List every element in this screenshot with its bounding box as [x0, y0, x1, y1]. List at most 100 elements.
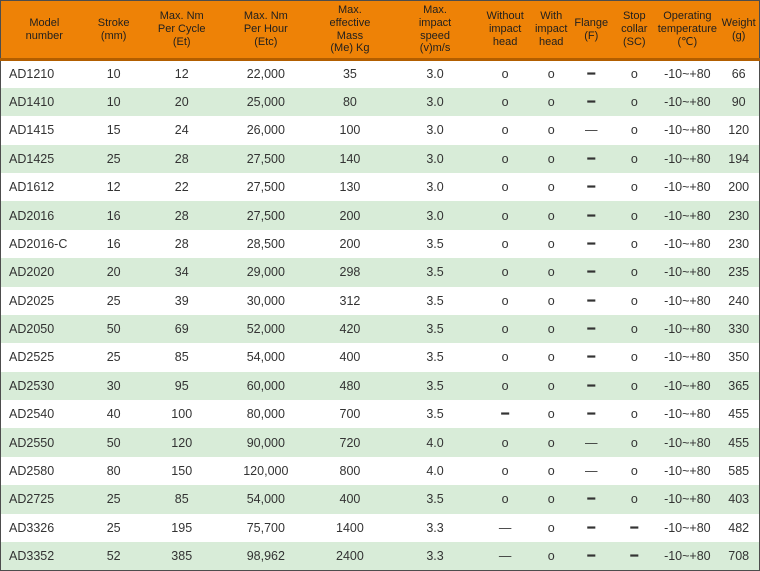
- cell-without_impact_head: o: [501, 293, 509, 308]
- cell-model: AD1415: [9, 123, 55, 138]
- cell-max_nm_per_hour: 26,000: [246, 123, 285, 138]
- cell-operating_temperature: -10~+80: [664, 350, 711, 365]
- cell-without_impact_head: —: [498, 548, 512, 563]
- cell-stroke: 25: [106, 151, 121, 166]
- cell-weight: 66: [731, 67, 746, 82]
- cell-operating_temperature: -10~+80: [664, 435, 711, 450]
- cell-operating_temperature: -10~+80: [664, 463, 711, 478]
- cell-max_nm_per_cycle: 120: [171, 435, 193, 450]
- table-row: AD1612 12 22 27,500 130 3.0 o o ━ o -10~+80 200: [0, 173, 760, 202]
- table-header: Model number Stroke (mm) Max. Nm Per Cycle…: [0, 0, 760, 61]
- cell-stop_collar: o: [630, 492, 638, 507]
- cell-stroke: 16: [106, 208, 121, 223]
- table-row: AD2530 30 95 60,000 480 3.5 o o ━ o -10~+80 365: [0, 371, 760, 400]
- cell-flange: ━: [587, 66, 596, 82]
- cell-max_nm_per_hour: 75,700: [246, 520, 285, 535]
- cell-max_nm_per_cycle: 22: [174, 180, 189, 195]
- cell-operating_temperature: -10~+80: [664, 378, 711, 393]
- cell-stop_collar: o: [630, 435, 638, 450]
- cell-max_nm_per_cycle: 39: [174, 293, 189, 308]
- table-row: AD2020 20 34 29,000 298 3.5 o o ━ o -10~+80 235: [0, 258, 760, 287]
- cell-without_impact_head: o: [501, 435, 509, 450]
- cell-stop_collar: o: [630, 67, 638, 82]
- cell-max_nm_per_cycle: 20: [174, 95, 189, 110]
- cell-max_nm_per_cycle: 28: [174, 208, 189, 223]
- column-header-model: Model number: [0, 0, 88, 61]
- cell-max_nm_per_cycle: 150: [171, 463, 193, 478]
- cell-stroke: 16: [106, 236, 121, 251]
- cell-max_impact_speed: 3.3: [426, 520, 444, 535]
- cell-without_impact_head: o: [501, 151, 509, 166]
- cell-max_impact_speed: 4.0: [426, 463, 444, 478]
- cell-stop_collar: o: [630, 208, 638, 223]
- cell-max_nm_per_cycle: 85: [174, 350, 189, 365]
- cell-operating_temperature: -10~+80: [664, 123, 711, 138]
- cell-max_effective_mass: 400: [339, 350, 361, 365]
- cell-flange: —: [584, 463, 598, 478]
- cell-model: AD1210: [9, 67, 55, 82]
- cell-without_impact_head: o: [501, 350, 509, 365]
- cell-max_nm_per_hour: 27,500: [246, 180, 285, 195]
- cell-weight: 230: [728, 208, 750, 223]
- cell-flange: ━: [587, 264, 596, 280]
- cell-operating_temperature: -10~+80: [664, 236, 711, 251]
- cell-stop_collar: o: [630, 407, 638, 422]
- cell-stroke: 15: [106, 123, 121, 138]
- cell-flange: ━: [587, 207, 596, 223]
- cell-max_impact_speed: 3.0: [426, 123, 444, 138]
- column-header-weight: Weight (g): [718, 0, 760, 61]
- cell-with_impact_head: o: [547, 322, 555, 337]
- cell-max_effective_mass: 1400: [336, 520, 364, 535]
- cell-with_impact_head: o: [547, 95, 555, 110]
- cell-max_nm_per_hour: 29,000: [246, 265, 285, 280]
- cell-max_nm_per_hour: 60,000: [246, 378, 285, 393]
- cell-max_effective_mass: 480: [339, 378, 361, 393]
- cell-without_impact_head: o: [501, 95, 509, 110]
- cell-flange: ━: [587, 406, 596, 422]
- cell-model: AD2016: [9, 208, 55, 223]
- cell-max_nm_per_hour: 22,000: [246, 67, 285, 82]
- cell-with_impact_head: o: [547, 208, 555, 223]
- cell-flange: ━: [587, 292, 596, 308]
- cell-max_effective_mass: 80: [342, 95, 357, 110]
- cell-weight: 194: [728, 151, 750, 166]
- cell-with_impact_head: o: [547, 67, 555, 82]
- cell-max_nm_per_hour: 52,000: [246, 322, 285, 337]
- cell-max_impact_speed: 3.5: [426, 492, 444, 507]
- table-row: AD1210 10 12 22,000 35 3.0 o o ━ o -10~+80 66: [0, 59, 760, 88]
- cell-stop_collar: o: [630, 95, 638, 110]
- cell-with_impact_head: o: [547, 236, 555, 251]
- column-header-stop_collar: Stop collar (SC): [612, 0, 657, 61]
- cell-without_impact_head: —: [498, 520, 512, 535]
- cell-max_effective_mass: 720: [339, 435, 361, 450]
- cell-stroke: 52: [106, 548, 121, 563]
- table-row: AD2525 25 85 54,000 400 3.5 o o ━ o -10~+80 350: [0, 343, 760, 372]
- cell-without_impact_head: o: [501, 322, 509, 337]
- table-row: AD1410 10 20 25,000 80 3.0 o o ━ o -10~+80 90: [0, 87, 760, 117]
- cell-operating_temperature: -10~+80: [664, 293, 711, 308]
- cell-max_impact_speed: 3.5: [426, 350, 444, 365]
- cell-stop_collar: ━: [630, 519, 639, 535]
- cell-without_impact_head: o: [501, 208, 509, 223]
- cell-stroke: 50: [106, 435, 121, 450]
- cell-weight: 350: [728, 350, 750, 365]
- cell-model: AD2025: [9, 293, 55, 308]
- cell-model: AD2530: [9, 378, 55, 393]
- cell-with_impact_head: o: [547, 407, 555, 422]
- cell-max_impact_speed: 3.5: [426, 265, 444, 280]
- cell-stop_collar: o: [630, 378, 638, 393]
- cell-max_effective_mass: 700: [339, 407, 361, 422]
- table-row: AD2016-C 16 28 28,500 200 3.5 o o ━ o -10~+80 230: [0, 229, 760, 259]
- cell-flange: ━: [587, 349, 596, 365]
- header-row: Model number Stroke (mm) Max. Nm Per Cycle…: [0, 0, 760, 61]
- cell-model: AD2016-C: [9, 236, 68, 251]
- table-row: AD2016 16 28 27,500 200 3.0 o o ━ o -10~+80 230: [0, 201, 760, 230]
- cell-without_impact_head: o: [501, 265, 509, 280]
- cell-weight: 708: [728, 548, 750, 563]
- cell-with_impact_head: o: [547, 435, 555, 450]
- cell-max_effective_mass: 200: [339, 208, 361, 223]
- cell-max_nm_per_cycle: 34: [174, 265, 189, 280]
- cell-weight: 585: [728, 463, 750, 478]
- cell-without_impact_head: o: [501, 463, 509, 478]
- cell-without_impact_head: o: [501, 492, 509, 507]
